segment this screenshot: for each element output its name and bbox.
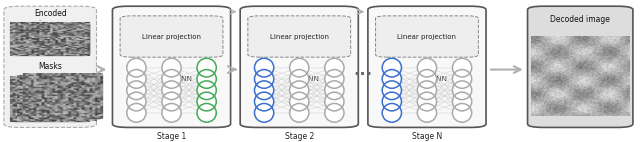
Ellipse shape [452, 92, 472, 111]
Ellipse shape [452, 70, 472, 88]
Text: +: + [166, 61, 177, 74]
Ellipse shape [127, 58, 146, 77]
FancyBboxPatch shape [368, 6, 486, 127]
Ellipse shape [382, 92, 401, 111]
Ellipse shape [324, 58, 344, 77]
FancyBboxPatch shape [376, 16, 478, 57]
Ellipse shape [127, 70, 146, 88]
Ellipse shape [417, 70, 436, 88]
Ellipse shape [162, 92, 181, 111]
Ellipse shape [417, 58, 436, 77]
Text: +: + [294, 61, 305, 74]
Ellipse shape [197, 58, 216, 77]
Text: Decoded image: Decoded image [550, 15, 610, 24]
Ellipse shape [290, 92, 309, 111]
Ellipse shape [382, 104, 401, 122]
Ellipse shape [127, 92, 146, 111]
Ellipse shape [127, 81, 146, 100]
Text: Stage N: Stage N [412, 132, 442, 141]
Ellipse shape [324, 70, 344, 88]
Ellipse shape [382, 70, 401, 88]
Ellipse shape [162, 81, 181, 100]
Text: CNN: CNN [432, 76, 448, 82]
FancyBboxPatch shape [4, 6, 97, 127]
Ellipse shape [162, 58, 181, 77]
Ellipse shape [417, 81, 436, 100]
Text: Linear projection: Linear projection [397, 34, 456, 39]
Ellipse shape [255, 104, 274, 122]
Ellipse shape [290, 58, 309, 77]
Ellipse shape [127, 104, 146, 122]
Text: $N_h{\times}N_w$: $N_h{\times}N_w$ [532, 106, 556, 115]
Ellipse shape [290, 81, 309, 100]
Text: +: + [422, 61, 432, 74]
Ellipse shape [197, 92, 216, 111]
Ellipse shape [452, 104, 472, 122]
Text: ...: ... [353, 61, 372, 79]
Ellipse shape [255, 92, 274, 111]
Ellipse shape [290, 104, 309, 122]
Ellipse shape [324, 104, 344, 122]
Ellipse shape [255, 70, 274, 88]
Text: Masks: Masks [38, 62, 62, 71]
Ellipse shape [417, 104, 436, 122]
Ellipse shape [452, 81, 472, 100]
Text: CNN: CNN [176, 76, 192, 82]
Ellipse shape [197, 104, 216, 122]
Ellipse shape [382, 58, 401, 77]
Ellipse shape [162, 104, 181, 122]
FancyBboxPatch shape [527, 6, 633, 127]
FancyBboxPatch shape [248, 16, 351, 57]
FancyBboxPatch shape [240, 6, 358, 127]
Ellipse shape [290, 70, 309, 88]
Text: CNN: CNN [304, 76, 320, 82]
Ellipse shape [324, 92, 344, 111]
Ellipse shape [255, 81, 274, 100]
Text: Stage 1: Stage 1 [157, 132, 186, 141]
Ellipse shape [382, 81, 401, 100]
Ellipse shape [324, 81, 344, 100]
Text: Stage 2: Stage 2 [285, 132, 314, 141]
Text: Linear projection: Linear projection [269, 34, 329, 39]
FancyBboxPatch shape [120, 16, 223, 57]
Text: Encoded
image: Encoded image [34, 9, 67, 29]
Ellipse shape [162, 70, 181, 88]
Ellipse shape [255, 58, 274, 77]
Text: Linear projection: Linear projection [142, 34, 201, 39]
Ellipse shape [452, 58, 472, 77]
FancyBboxPatch shape [113, 6, 230, 127]
Ellipse shape [197, 70, 216, 88]
Ellipse shape [197, 81, 216, 100]
Ellipse shape [417, 92, 436, 111]
